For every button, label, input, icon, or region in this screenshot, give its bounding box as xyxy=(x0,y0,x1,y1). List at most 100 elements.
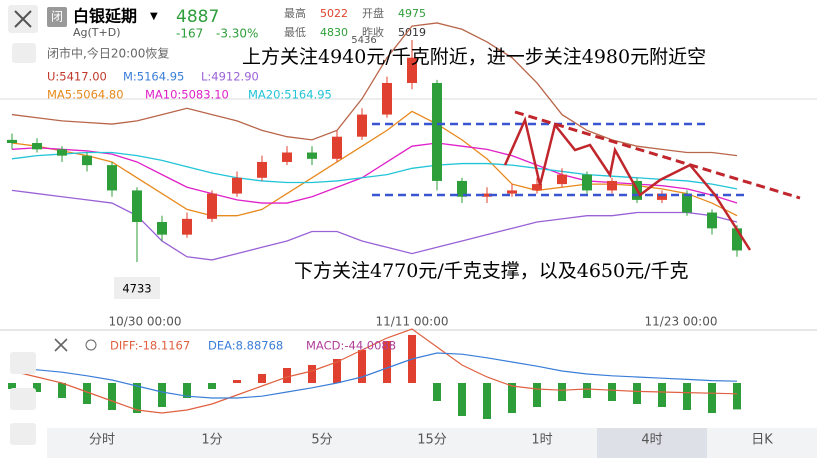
candle-body xyxy=(332,136,342,159)
open: 4975 xyxy=(398,7,426,20)
candle-body xyxy=(532,184,542,191)
macd-bar xyxy=(533,383,541,407)
macd-bar xyxy=(283,368,291,383)
side-icons[interactable] xyxy=(10,352,36,445)
candle-body xyxy=(82,155,92,166)
macd-bar xyxy=(733,383,741,410)
candle-body xyxy=(182,218,192,235)
macd-diff: DIFF:-18.1167 xyxy=(110,339,190,353)
tab[interactable]: 5分 xyxy=(311,433,332,448)
badge-text: 闭 xyxy=(51,10,63,24)
indicator-line xyxy=(11,22,738,157)
candle-body xyxy=(582,174,592,191)
tab[interactable]: 日K xyxy=(751,433,773,448)
macd-bar xyxy=(233,380,241,383)
candle-body xyxy=(107,165,117,191)
candle-body xyxy=(407,57,417,83)
macd-bar xyxy=(633,383,641,404)
macd-bar xyxy=(583,383,591,398)
candle-body xyxy=(732,228,742,251)
price: 4887 xyxy=(176,7,219,27)
macd-bar xyxy=(683,383,691,410)
high: 5022 xyxy=(320,7,348,20)
macd-bar xyxy=(558,383,566,401)
macd-close[interactable] xyxy=(54,338,68,352)
high-mark: 5436 xyxy=(351,35,376,46)
candle-body xyxy=(682,193,692,213)
macd-bar xyxy=(83,383,91,404)
candle-body xyxy=(432,82,442,181)
candle-body xyxy=(557,174,567,185)
annotation-lines xyxy=(372,110,801,251)
settings-icon[interactable] xyxy=(12,43,36,63)
tab[interactable]: 分时 xyxy=(89,433,115,448)
annotation: 下方关注4770元/千克支撑，以及4650元/千克 xyxy=(294,260,689,282)
tab-active xyxy=(597,428,707,458)
macd-bar xyxy=(658,383,666,407)
label: 昨收 xyxy=(362,25,384,39)
label: 最低 xyxy=(284,26,306,39)
candle-body xyxy=(257,161,267,178)
macd-bar xyxy=(383,341,391,383)
legend-ma5: MA5:5064.80 xyxy=(47,88,124,102)
badge xyxy=(47,7,67,27)
status: 闭市中,今日20:00恢复 xyxy=(47,46,169,61)
x-label: 10/30 00:00 xyxy=(109,315,182,329)
macd-bar xyxy=(133,383,141,413)
candle-body xyxy=(7,139,17,144)
tab[interactable]: 1分 xyxy=(201,433,222,448)
candle-body xyxy=(207,193,217,219)
macd-bar xyxy=(308,365,316,383)
label: 最高 xyxy=(284,6,306,20)
code: Ag(T+D) xyxy=(73,26,121,39)
low-mark-box xyxy=(114,277,160,299)
candle-body xyxy=(357,114,367,137)
macd-bar xyxy=(258,374,266,383)
change-pct: -3.30% xyxy=(216,27,258,41)
macd-bar xyxy=(358,350,366,383)
label: 开盘 xyxy=(362,6,384,20)
macd-bar xyxy=(458,383,466,416)
macd-bar xyxy=(33,383,41,392)
candle-body xyxy=(657,193,667,200)
macd-bar xyxy=(8,383,16,389)
candle-body xyxy=(607,180,617,191)
symbol-name[interactable]: 白银延期 xyxy=(73,7,137,26)
tab[interactable]: 1时 xyxy=(531,433,552,448)
close-button[interactable] xyxy=(8,5,38,33)
candle-body xyxy=(282,152,292,162)
macd-bar xyxy=(108,383,116,410)
change: -167 xyxy=(176,27,203,41)
dea-line xyxy=(11,352,738,399)
macd-bar xyxy=(508,383,516,413)
legend-m: M:5164.95 xyxy=(123,70,184,84)
indicator-line xyxy=(11,189,738,261)
x-label: 11/23 00:00 xyxy=(645,315,718,329)
tab[interactable]: 15分 xyxy=(417,433,447,448)
prev: 5019 xyxy=(398,26,426,39)
candle-body xyxy=(457,180,467,197)
candle-body xyxy=(32,143,42,150)
dropdown[interactable]: ▼ xyxy=(150,11,158,22)
macd-bar xyxy=(608,383,616,401)
x-label: 11/11 00:00 xyxy=(376,315,449,329)
candle-body xyxy=(132,190,142,223)
macd-settings[interactable] xyxy=(85,339,97,351)
macd-bar xyxy=(58,383,66,398)
macd-bar xyxy=(158,383,166,407)
candle-body xyxy=(382,82,392,115)
macd-bar xyxy=(483,383,491,419)
low: 4830 xyxy=(320,26,348,39)
legend-u: U:5417.00 xyxy=(47,70,107,84)
candle-body xyxy=(507,190,517,194)
candle-body xyxy=(57,149,67,156)
macd-bar xyxy=(433,383,441,401)
candle-body xyxy=(707,212,717,229)
legend-ma10: MA10:5083.10 xyxy=(145,88,229,102)
candle-body xyxy=(157,222,167,235)
diff-line xyxy=(11,328,738,414)
price-chart xyxy=(7,22,742,419)
candle-body xyxy=(482,193,492,197)
tab[interactable]: 4时 xyxy=(641,433,662,448)
